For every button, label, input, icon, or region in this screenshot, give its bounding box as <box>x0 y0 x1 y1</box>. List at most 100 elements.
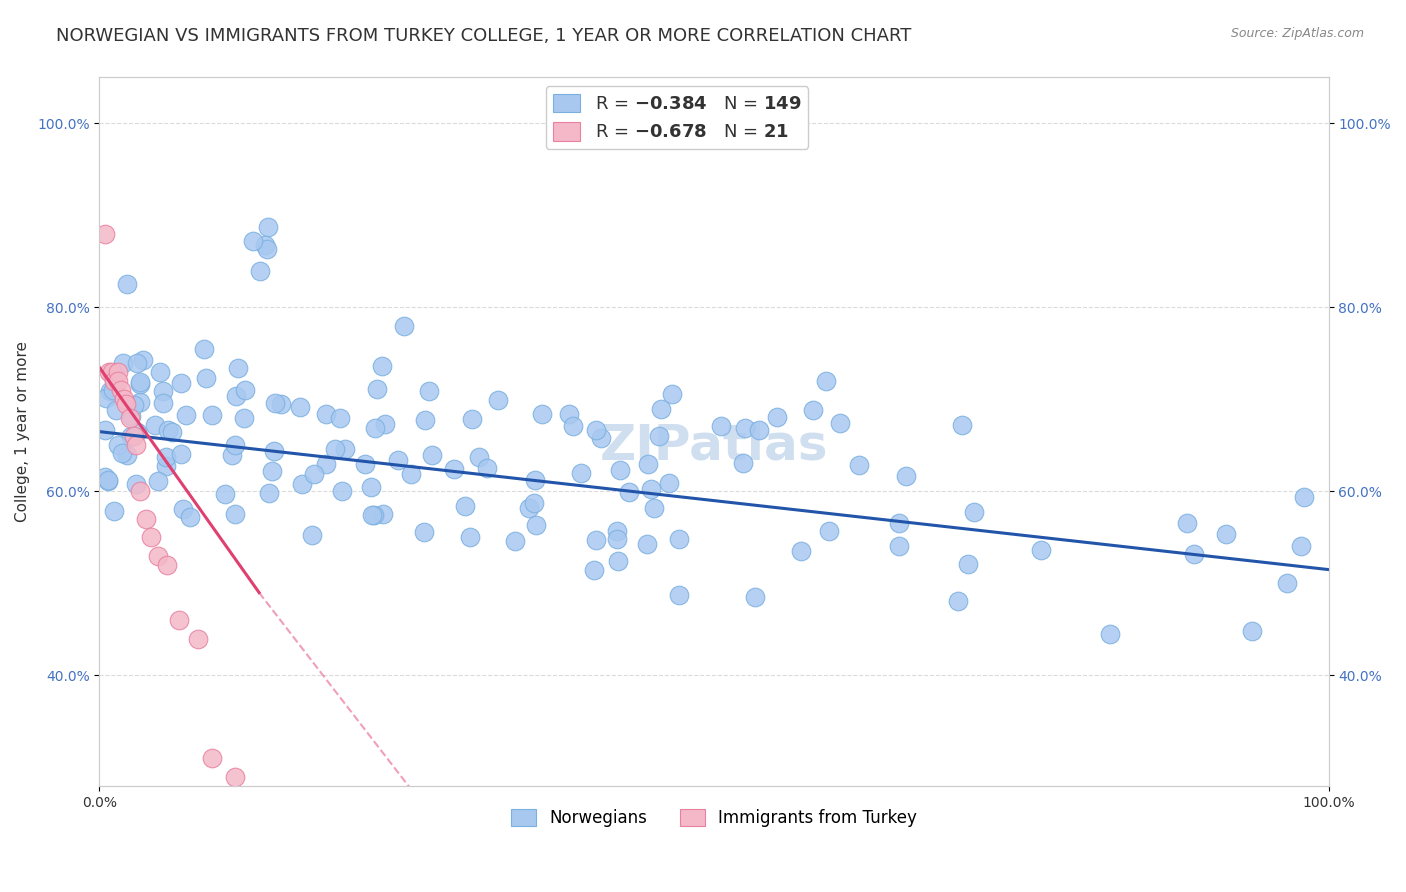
Point <box>330 483 353 498</box>
Point <box>558 408 581 422</box>
Point <box>661 387 683 401</box>
Point <box>950 418 973 433</box>
Point <box>288 401 311 415</box>
Point <box>135 512 157 526</box>
Point <box>179 510 201 524</box>
Point <box>1029 543 1052 558</box>
Point <box>112 392 135 407</box>
Point <box>97 475 120 489</box>
Point <box>125 425 148 439</box>
Point <box>392 318 415 333</box>
Point <box>225 389 247 403</box>
Point <box>129 376 152 390</box>
Point <box>1240 624 1263 639</box>
Point <box>418 384 440 398</box>
Point <box>152 384 174 398</box>
Point <box>609 463 631 477</box>
Point <box>253 238 276 252</box>
Point <box>643 501 665 516</box>
Point <box>963 505 986 519</box>
Point <box>200 408 222 422</box>
Point <box>94 227 117 241</box>
Point <box>100 365 122 379</box>
Point <box>1289 539 1312 553</box>
Point <box>242 234 264 248</box>
Point <box>107 438 129 452</box>
Point <box>94 469 117 483</box>
Point <box>1294 490 1316 504</box>
Text: Source: ZipAtlas.com: Source: ZipAtlas.com <box>1230 27 1364 40</box>
Point <box>315 457 337 471</box>
Point <box>617 485 640 500</box>
Point <box>97 474 120 488</box>
Point <box>128 484 150 499</box>
Y-axis label: College, 1 year or more: College, 1 year or more <box>15 341 30 522</box>
Point <box>224 438 246 452</box>
Point <box>458 530 481 544</box>
Point <box>152 396 174 410</box>
Point <box>105 403 128 417</box>
Point <box>657 475 679 490</box>
Point <box>260 464 283 478</box>
Point <box>946 594 969 608</box>
Point <box>120 428 142 442</box>
Point <box>562 419 585 434</box>
Point <box>323 442 346 456</box>
Point <box>461 412 484 426</box>
Point <box>214 486 236 500</box>
Point <box>257 486 280 500</box>
Point <box>637 457 659 471</box>
Point <box>668 589 690 603</box>
Point <box>146 474 169 488</box>
Point <box>118 410 141 425</box>
Point <box>110 383 132 397</box>
Point <box>366 382 388 396</box>
Point <box>413 524 436 539</box>
Point <box>371 359 394 373</box>
Point <box>301 528 323 542</box>
Point <box>148 549 170 563</box>
Point <box>733 456 755 470</box>
Point <box>503 533 526 548</box>
Legend: Norwegians, Immigrants from Turkey: Norwegians, Immigrants from Turkey <box>503 803 924 834</box>
Point <box>232 411 254 425</box>
Point <box>523 496 546 510</box>
Point <box>530 407 553 421</box>
Point <box>107 365 129 379</box>
Point <box>517 501 540 516</box>
Point <box>647 429 669 443</box>
Point <box>264 396 287 410</box>
Point <box>477 461 499 475</box>
Point <box>668 533 690 547</box>
Point <box>155 459 177 474</box>
Point <box>801 403 824 417</box>
Point <box>591 431 613 445</box>
Point <box>353 457 375 471</box>
Point <box>103 504 125 518</box>
Point <box>585 533 607 548</box>
Point <box>117 277 139 291</box>
Point <box>170 376 193 390</box>
Point <box>115 448 138 462</box>
Point <box>1175 516 1198 531</box>
Point <box>585 423 607 437</box>
Point <box>360 480 382 494</box>
Point <box>193 342 215 356</box>
Point <box>111 446 134 460</box>
Point <box>894 469 917 483</box>
Point <box>524 518 547 533</box>
Point <box>94 423 117 437</box>
Point <box>155 450 177 464</box>
Text: NORWEGIAN VS IMMIGRANTS FROM TURKEY COLLEGE, 1 YEAR OR MORE CORRELATION CHART: NORWEGIAN VS IMMIGRANTS FROM TURKEY COLL… <box>56 27 911 45</box>
Point <box>734 421 756 435</box>
Point <box>1215 526 1237 541</box>
Point <box>263 443 285 458</box>
Point <box>818 524 841 538</box>
Point <box>371 507 394 521</box>
Point <box>256 242 278 256</box>
Point <box>524 473 547 487</box>
Point <box>582 563 605 577</box>
Point <box>139 530 162 544</box>
Point <box>1098 627 1121 641</box>
Point <box>710 419 733 434</box>
